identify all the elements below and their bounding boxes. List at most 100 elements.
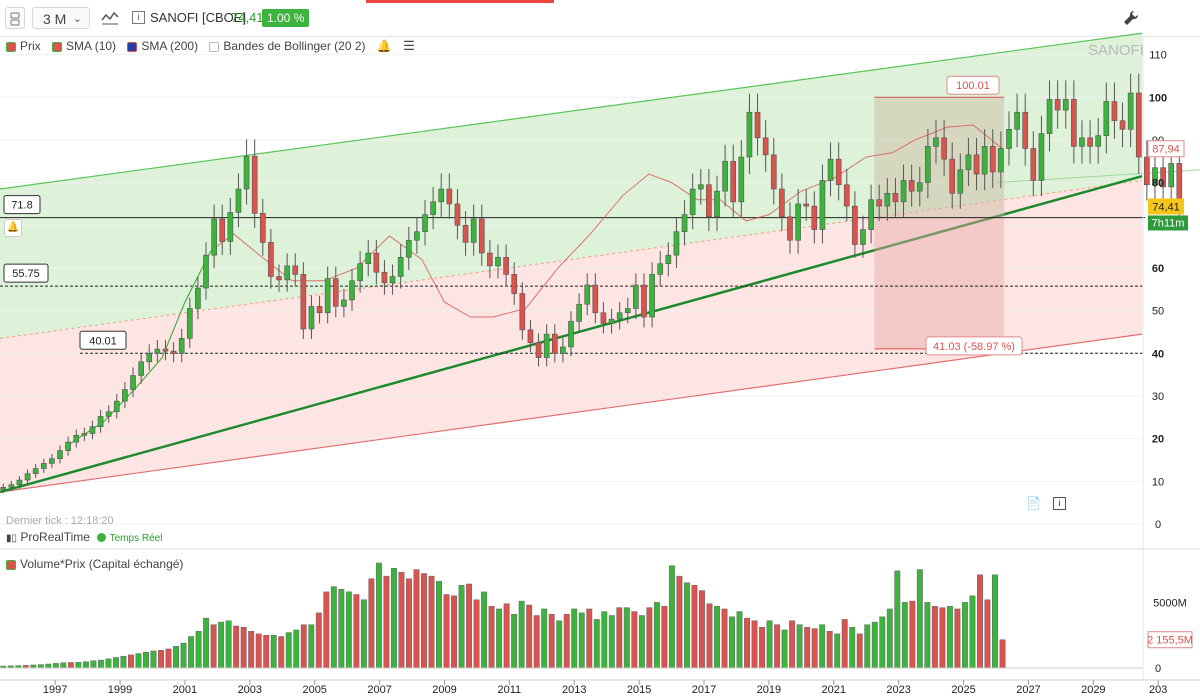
volume-title: Volume*Prix (Capital échangé): [6, 557, 183, 571]
x-tick-label: 2011: [498, 684, 522, 696]
legend-item-bollinger[interactable]: Bandes de Bollinger (20 2): [209, 39, 366, 53]
sma-tag: 87,94: [1152, 144, 1180, 156]
candle-body: [284, 265, 290, 281]
volume-bar: [977, 574, 983, 669]
candle-body: [511, 274, 518, 294]
provider-name: ProRealTime: [20, 530, 90, 544]
volume-bar: [834, 633, 841, 669]
candle-body: [113, 400, 120, 413]
candle-body: [916, 182, 923, 192]
volume-bar: [789, 620, 796, 669]
info-icon[interactable]: i: [132, 11, 145, 24]
chart-type-icon: [101, 11, 119, 25]
channel-lower-line: [0, 333, 1143, 493]
volume-bar: [150, 650, 157, 669]
candle-body: [592, 284, 599, 314]
volume-bar: [195, 631, 202, 669]
volume-bar: [992, 574, 998, 669]
candle-body: [462, 224, 469, 243]
legend-item-sma10[interactable]: SMA (10): [52, 39, 116, 53]
volume-bar: [999, 639, 1006, 669]
x-tick-label: 2003: [238, 684, 262, 696]
timeframe-select[interactable]: 3 M ⌄: [32, 7, 90, 29]
alert-bell-icon[interactable]: 🔔: [376, 39, 392, 53]
candle-body: [697, 184, 704, 190]
candle-body: [81, 433, 88, 436]
volume-bar: [90, 660, 97, 669]
x-tick-label: 2009: [432, 684, 456, 696]
candle-body: [535, 342, 542, 358]
volume-bar: [781, 629, 788, 669]
instrument-name: SANOFI [CBOE]: [150, 10, 247, 25]
volume-y-tick-label: 0: [1155, 663, 1161, 675]
volume-bar: [931, 606, 938, 669]
volume-bar: [909, 600, 916, 669]
instrument-menu-button[interactable]: [5, 7, 25, 29]
alarm-icon[interactable]: 🔔: [4, 219, 22, 237]
candle-body: [373, 252, 380, 273]
volume-bar: [413, 569, 420, 669]
candle-body: [57, 450, 63, 460]
candle-body: [227, 212, 234, 242]
x-tick-label: 2021: [822, 684, 846, 696]
volume-bar: [826, 631, 833, 669]
candle-body: [235, 188, 242, 213]
volume-swatch: [6, 559, 16, 570]
volume-bar: [841, 619, 848, 669]
y-tick-label: 40: [1152, 348, 1164, 360]
volume-bar: [67, 662, 74, 669]
candle-body: [852, 205, 858, 245]
candle-body: [965, 154, 972, 171]
volume-bar: [894, 570, 901, 669]
wrench-icon[interactable]: [1122, 9, 1140, 27]
candle-body: [478, 218, 485, 254]
volume-bar: [608, 615, 615, 669]
sma10-line-early: [64, 250, 212, 448]
volume-bar: [729, 616, 735, 669]
realtime-label: Temps Réel: [109, 533, 163, 544]
volume-bar: [661, 606, 668, 669]
volume-bar: [158, 650, 164, 669]
level-label-55-75-frame: [3, 263, 49, 283]
chevron-down-icon: ⌄: [72, 13, 82, 25]
legend-item-sma200[interactable]: SMA (200): [127, 39, 198, 53]
list-icon[interactable]: ☰: [403, 38, 415, 53]
candle-body: [332, 278, 339, 307]
candle-body: [1079, 137, 1085, 147]
volume-bar: [503, 603, 510, 669]
candle-body: [900, 180, 907, 203]
legend-item-price[interactable]: Prix: [6, 39, 41, 53]
box-bottom-label: 41.03 (-58.97 %): [933, 341, 1015, 353]
details-icon[interactable]: i: [1053, 497, 1066, 510]
volume-bar: [683, 582, 690, 669]
volume-bar: [270, 634, 277, 669]
volume-bar: [916, 569, 923, 669]
candle-body: [1095, 135, 1102, 147]
candle-body: [527, 329, 534, 343]
change-badge: 1.00 %: [262, 9, 310, 27]
candle-body: [422, 214, 428, 232]
candle-body: [843, 184, 850, 207]
volume-bar: [676, 575, 683, 669]
notes-icon[interactable]: 📄: [1026, 496, 1041, 510]
candle-body: [203, 254, 209, 289]
candle-body: [16, 479, 23, 486]
chart-type-button[interactable]: [96, 7, 124, 29]
last-price: 74,41: [231, 10, 264, 25]
candle-body: [1152, 167, 1158, 186]
candle-body: [568, 321, 574, 348]
candle-body: [430, 201, 436, 215]
volume-tag-frame: [1147, 631, 1193, 649]
candle-body: [519, 293, 526, 331]
volume-bar: [398, 571, 405, 669]
volume-bar: [924, 602, 931, 669]
candle-body: [600, 312, 607, 324]
legend-swatch: [127, 41, 138, 52]
volume-bar: [721, 608, 728, 669]
volume-bar: [428, 575, 435, 669]
candle-body: [989, 146, 996, 173]
price-tag: 74,41: [1152, 201, 1180, 213]
candle-body: [649, 274, 655, 318]
legend-swatch: [209, 41, 220, 52]
